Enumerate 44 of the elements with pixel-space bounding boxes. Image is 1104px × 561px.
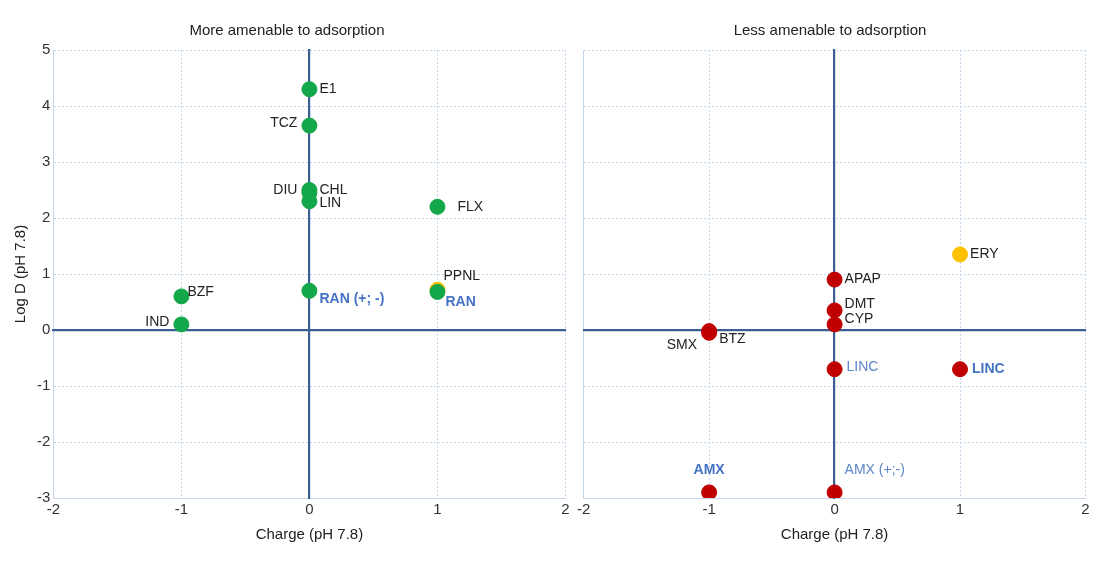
x-tick-label: 2 <box>1081 500 1090 518</box>
x-axis-title: Charge (pH 7.8) <box>255 525 364 543</box>
annotation: APAP <box>844 270 881 287</box>
annotation: RAN (+; -) <box>319 289 385 306</box>
x-tick-label: -2 <box>577 500 591 518</box>
y-tick-label: 1 <box>41 264 51 282</box>
annotation: BZF <box>187 283 214 300</box>
annotation: DMT <box>844 295 876 312</box>
annotation: CHL <box>319 180 348 197</box>
x-tick-label: 1 <box>955 500 965 518</box>
annotation: AMX <box>693 461 726 478</box>
annotation: IND <box>145 313 170 330</box>
annotation: RAN <box>445 292 476 309</box>
y-tick-label: 3 <box>41 152 51 170</box>
annotation: CYP <box>844 310 874 327</box>
y-tick-label: -3 <box>36 488 51 506</box>
annotation: E1 <box>319 80 337 97</box>
y-tick-label: 0 <box>41 320 51 338</box>
y-tick-label: 2 <box>41 208 51 226</box>
annotation: LINC <box>972 360 1005 377</box>
annotation: BTZ <box>719 329 747 346</box>
annotation: LIN <box>319 194 342 211</box>
annotation: FLX <box>457 197 484 214</box>
x-tick-label: 0 <box>830 500 839 518</box>
x-tick-label: -1 <box>174 500 189 518</box>
x-axis-title: Charge (pH 7.8) <box>780 525 889 543</box>
annotation: TCZ <box>270 114 298 131</box>
y-tick-label: -2 <box>36 432 51 450</box>
chart-title: Less amenable to adsorption <box>733 21 927 39</box>
x-tick-label: 1 <box>433 500 442 518</box>
chart-title: More amenable to adsorption <box>189 21 385 39</box>
x-tick-label: 2 <box>561 500 570 518</box>
annotation: PPNL <box>443 266 481 283</box>
x-tick-label: 0 <box>305 500 314 518</box>
y-tick-label: 5 <box>41 40 51 58</box>
annotation: AMX (+;-) <box>844 461 905 478</box>
y-tick-label: -1 <box>36 376 51 394</box>
y-axis-title: Log D (pH 7.8) <box>11 224 29 324</box>
annotation: DIU <box>273 180 298 197</box>
annotation: LINC <box>846 358 879 375</box>
x-tick-label: -1 <box>702 500 716 518</box>
annotation: ERY <box>970 245 1000 262</box>
annotation: SMX <box>666 335 698 352</box>
y-tick-label: 4 <box>41 96 51 114</box>
